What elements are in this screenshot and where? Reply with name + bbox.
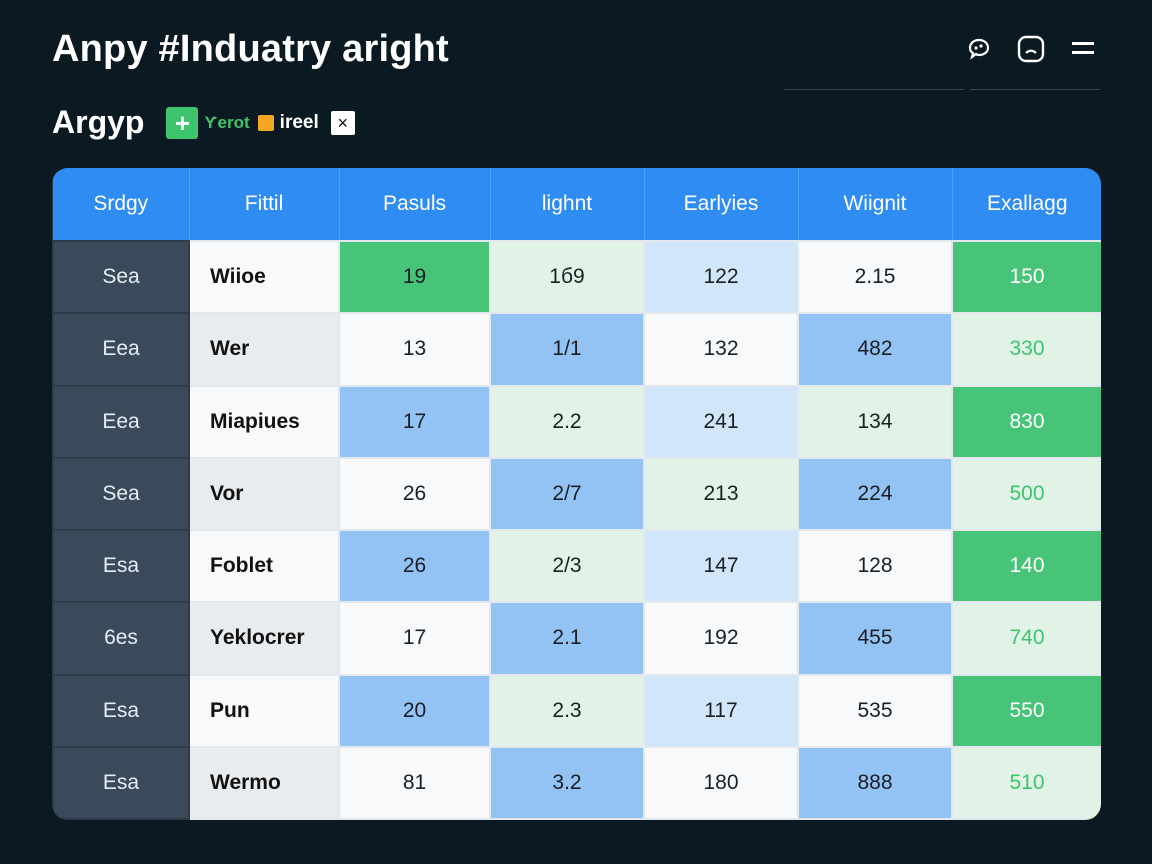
table-cell: 888 bbox=[797, 745, 953, 820]
table-cell: 17 bbox=[338, 601, 491, 676]
table-row[interactable]: Esa Pun 20 2.3 117 535 550 bbox=[52, 673, 1101, 748]
table-cell: 740 bbox=[951, 601, 1101, 676]
table-row[interactable]: Eea Wer 13 1/1 132 482 330 bbox=[52, 312, 1101, 387]
column-header[interactable]: Exallagg bbox=[952, 168, 1101, 241]
table-cell: 455 bbox=[797, 601, 953, 676]
chat-bubble-icon[interactable] bbox=[962, 32, 996, 66]
table-cell: 147 bbox=[643, 528, 799, 604]
table-cell: 213 bbox=[643, 456, 799, 532]
table-cell: 224 bbox=[797, 456, 953, 532]
table-cell: 132 bbox=[643, 312, 799, 387]
column-header[interactable]: Wiignit bbox=[798, 168, 953, 241]
table-row[interactable]: Esa Foblet 26 2/3 147 128 140 bbox=[52, 528, 1101, 604]
table-cell: Pun bbox=[188, 673, 340, 748]
table-cell: 2.3 bbox=[489, 673, 645, 748]
table-cell: 128 bbox=[797, 528, 953, 604]
table-row[interactable]: Esa Wermo 81 3.2 180 888 510 bbox=[52, 745, 1101, 820]
page-title: Anpy #Induatry aright bbox=[52, 28, 449, 70]
menu-icon[interactable] bbox=[1066, 32, 1100, 66]
table-cell: 1б9 bbox=[489, 239, 645, 315]
table-cell: Sea bbox=[52, 239, 190, 315]
table-cell: 830 bbox=[951, 384, 1101, 459]
face-icon[interactable] bbox=[1014, 32, 1048, 66]
table-cell: 2.2 bbox=[489, 384, 645, 459]
top-toolbar bbox=[962, 32, 1100, 66]
table-cell: 26 bbox=[338, 528, 491, 604]
table-cell: 2.15 bbox=[797, 239, 953, 315]
table-cell: Foblet bbox=[188, 528, 340, 604]
table-cell: 3.2 bbox=[489, 745, 645, 820]
table-cell: 330 bbox=[951, 312, 1101, 387]
table-cell: Yeklocrer bbox=[188, 601, 340, 676]
table-cell: 13 bbox=[338, 312, 491, 387]
table-cell: 510 bbox=[951, 745, 1101, 820]
table-cell: Wiioe bbox=[188, 239, 340, 315]
table-cell: 117 bbox=[643, 673, 799, 748]
section-title: Argyp bbox=[52, 104, 145, 140]
table-cell: Vor bbox=[188, 456, 340, 532]
close-button[interactable]: × bbox=[330, 110, 355, 135]
divider bbox=[970, 89, 1100, 90]
table-cell: Eea bbox=[52, 384, 190, 459]
table-cell: 19 bbox=[338, 239, 491, 315]
table-row[interactable]: Sea Vor 26 2/7 213 224 500 bbox=[52, 456, 1101, 532]
column-header[interactable]: Pasuls bbox=[339, 168, 491, 241]
table-cell: 122 bbox=[643, 239, 799, 315]
column-header[interactable]: Srdgy bbox=[53, 168, 190, 241]
table-cell: Eea bbox=[52, 312, 190, 387]
table-row[interactable]: Eea Miapiues 17 2.2 241 134 830 bbox=[52, 384, 1101, 459]
table-cell: 2/3 bbox=[489, 528, 645, 604]
table-header-row: Srdgy Fittil Pasuls lighnt Earlyies Wiig… bbox=[53, 168, 1101, 241]
data-table: Srdgy Fittil Pasuls lighnt Earlyies Wiig… bbox=[52, 168, 1101, 820]
table-cell: Esa bbox=[52, 528, 190, 604]
table-cell: 192 bbox=[643, 601, 799, 676]
table-cell: 550 bbox=[951, 673, 1101, 748]
filter-tag[interactable]: ireel bbox=[279, 111, 319, 133]
table-row[interactable]: Sea Wiioe 19 1б9 122 2.15 150 bbox=[52, 239, 1101, 315]
table-cell: 482 bbox=[797, 312, 953, 387]
add-button[interactable]: + bbox=[166, 106, 199, 139]
table-cell: Esa bbox=[52, 673, 190, 748]
table-cell: 241 bbox=[643, 384, 799, 459]
table-cell: 1/1 bbox=[489, 312, 645, 387]
table-row[interactable]: 6es Yeklocrer 17 2.1 192 455 740 bbox=[52, 601, 1101, 676]
column-header[interactable]: lighnt bbox=[490, 168, 645, 241]
table-cell: 180 bbox=[643, 745, 799, 820]
table-cell: 6es bbox=[52, 601, 190, 676]
table-cell: Sea bbox=[52, 456, 190, 532]
table-cell: 535 bbox=[797, 673, 953, 748]
table-cell: 134 bbox=[797, 384, 953, 459]
table-cell: 26 bbox=[338, 456, 491, 532]
table-cell: Miapiues bbox=[188, 384, 340, 459]
column-header[interactable]: Earlyies bbox=[644, 168, 799, 241]
table-cell: 17 bbox=[338, 384, 491, 459]
filter-tag-green[interactable]: Ƴerot bbox=[204, 112, 250, 132]
table-cell: 81 bbox=[338, 745, 491, 820]
subtitle-row: Argyp + Ƴerot ireel × bbox=[52, 104, 355, 141]
table-cell: Esa bbox=[52, 745, 190, 820]
column-header[interactable]: Fittil bbox=[189, 168, 340, 241]
table-cell: 140 bbox=[951, 528, 1101, 604]
table-cell: Wermo bbox=[188, 745, 340, 820]
table-cell: 2.1 bbox=[489, 601, 645, 676]
table-cell: 150 bbox=[951, 239, 1101, 315]
divider bbox=[784, 89, 964, 90]
table-cell: Wer bbox=[188, 312, 340, 387]
table-cell: 500 bbox=[951, 456, 1101, 532]
table-cell: 20 bbox=[338, 673, 491, 748]
table-cell: 2/7 bbox=[489, 456, 645, 532]
orange-swatch-icon bbox=[257, 114, 274, 131]
